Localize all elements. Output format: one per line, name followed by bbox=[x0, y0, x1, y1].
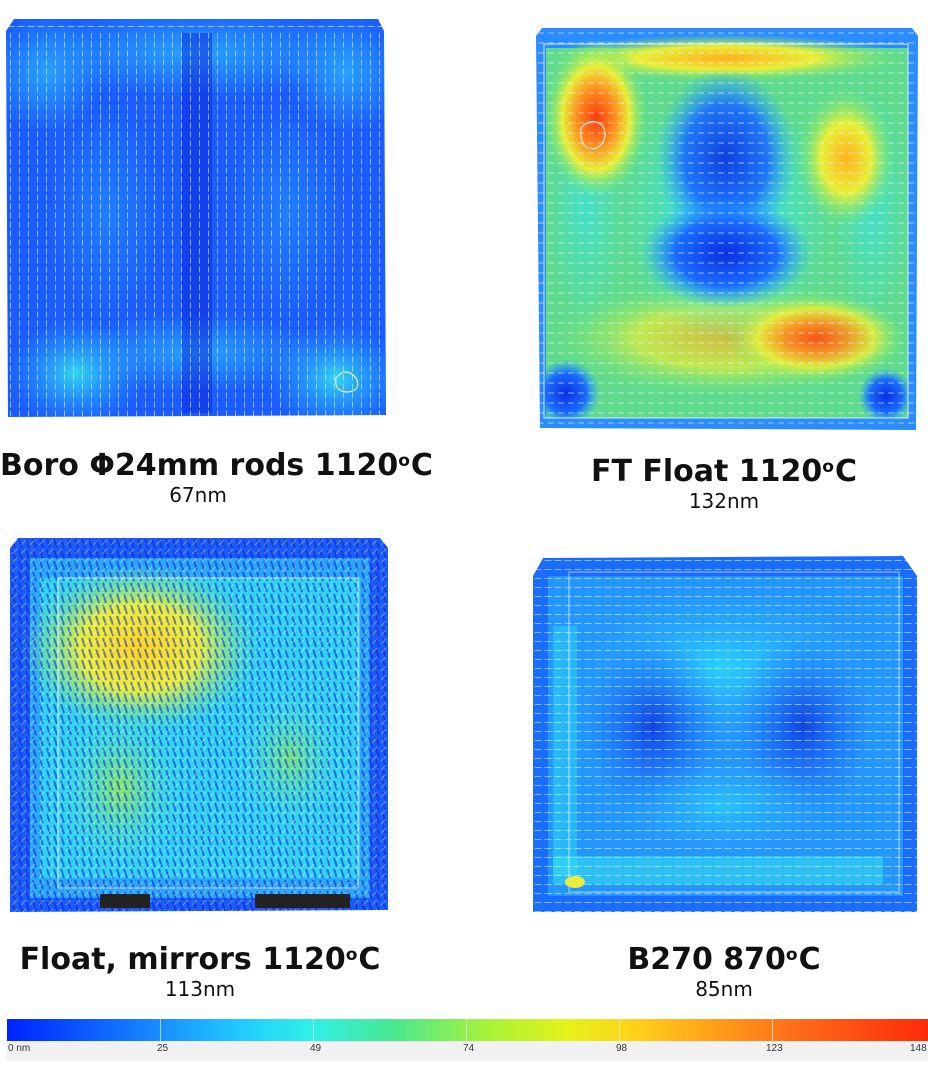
colorbar-tick-label: 0 nm bbox=[8, 1043, 31, 1054]
colorbar-tick-label: 98 bbox=[616, 1043, 628, 1054]
colorbar-tick-label: 123 bbox=[766, 1043, 783, 1054]
caption-ft-float: FT Float 1120oC 132nm bbox=[520, 450, 928, 514]
stress-map-float-mirrors-image bbox=[10, 538, 388, 912]
stress-map-boro-rods bbox=[6, 13, 386, 419]
stress-map-boro-rods-image bbox=[6, 19, 386, 417]
caption-value: 132nm bbox=[688, 489, 760, 513]
caption-title: Float, mirrors 1120oC bbox=[19, 942, 381, 977]
colorbar-tick-label: 74 bbox=[463, 1043, 475, 1054]
colorbar-tick bbox=[619, 1019, 620, 1041]
colorbar-tick-label: 148 bbox=[910, 1043, 927, 1054]
caption-value: 113nm bbox=[164, 977, 236, 1001]
caption-title: FT Float 1120oC bbox=[590, 454, 858, 489]
caption-value: 67nm bbox=[169, 483, 227, 507]
colorbar-tick-label: 25 bbox=[157, 1043, 169, 1054]
stress-map-float-mirrors bbox=[10, 538, 388, 912]
caption-boro-rods: Boro Φ24mm rods 1120oC 67nm bbox=[0, 444, 433, 508]
stress-map-ft-float bbox=[536, 28, 918, 430]
caption-value: 85nm bbox=[695, 977, 753, 1001]
caption-title: B270 870oC bbox=[627, 942, 821, 977]
stress-map-ft-float-image bbox=[536, 28, 918, 430]
colorbar-tick-label: 49 bbox=[310, 1043, 322, 1054]
caption-title: Boro Φ24mm rods 1120oC bbox=[0, 448, 433, 483]
colorbar: 0 nm 25 49 74 98 123 148 bbox=[7, 1019, 928, 1069]
colorbar-gradient bbox=[7, 1019, 928, 1041]
colorbar-axis bbox=[7, 1041, 928, 1061]
colorbar-tick bbox=[466, 1019, 467, 1041]
stress-map-b270-image bbox=[533, 556, 917, 912]
colorbar-tick bbox=[313, 1019, 314, 1041]
colorbar-tick bbox=[772, 1019, 773, 1041]
colorbar-tick bbox=[160, 1019, 161, 1041]
stress-map-b270 bbox=[533, 556, 917, 912]
caption-b270: B270 870oC 85nm bbox=[520, 938, 928, 1002]
caption-float-mirrors: Float, mirrors 1120oC 113nm bbox=[0, 938, 400, 1002]
